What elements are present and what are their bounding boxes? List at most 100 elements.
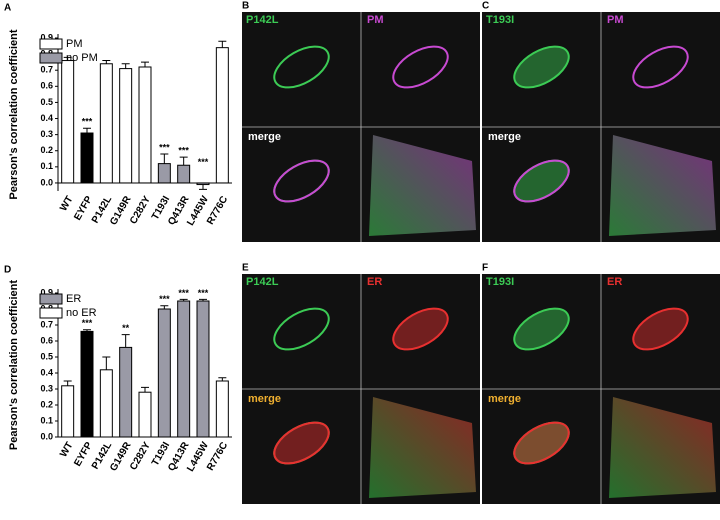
scatter-cloud: [609, 135, 716, 236]
image-grid: [482, 12, 720, 242]
legend-swatch: [39, 307, 63, 319]
image-grid: [242, 274, 480, 504]
channel-label: ER: [607, 276, 622, 288]
cell: [392, 45, 449, 89]
channel-label: T193I: [486, 14, 514, 26]
error-bar: [141, 61, 149, 67]
bar: [157, 163, 171, 184]
panel-letter: E: [242, 263, 249, 274]
significance-label: **: [122, 323, 130, 333]
channel-label: merge: [488, 131, 521, 143]
bar: [138, 391, 152, 438]
error-bar: [63, 380, 72, 386]
y-axis-label: Pearson's correlation coefficient: [8, 29, 20, 199]
legend-swatch: [39, 38, 63, 50]
channel-label: PM: [367, 14, 384, 26]
legend-swatch: [39, 293, 63, 305]
cell: [513, 45, 570, 89]
y-tick-label: 0.7: [40, 319, 53, 329]
y-tick-label: 0.6: [40, 81, 53, 91]
panel-letter: C: [482, 1, 489, 12]
error-bar: [121, 63, 130, 69]
y-tick-label: 0.3: [40, 383, 53, 393]
significance-label: ***: [198, 157, 209, 167]
bar: [196, 300, 210, 438]
cell: [513, 421, 570, 465]
cell: [273, 45, 330, 89]
legend-label: no ER: [66, 307, 97, 319]
y-tick-label: 0.2: [40, 399, 53, 409]
error-bar: [102, 60, 111, 64]
x-tick-label: WT: [58, 194, 75, 213]
cell: [273, 307, 330, 351]
bar: [99, 63, 113, 184]
channel-label: P142L: [246, 14, 279, 26]
channel-label: ER: [367, 276, 382, 288]
y-tick-label: 0.9: [40, 32, 53, 42]
channel-label: T193I: [486, 276, 514, 288]
legend-label: no PM: [66, 52, 98, 64]
y-tick-label: 0.7: [40, 65, 53, 75]
y-tick-label: 0.6: [40, 335, 53, 345]
error-bar: [63, 56, 72, 61]
bar: [196, 182, 210, 186]
error-bar: [179, 156, 188, 166]
y-tick-label: 0.5: [40, 97, 53, 107]
bar: [215, 47, 229, 184]
bar: [80, 132, 94, 184]
bar: [177, 300, 191, 438]
y-tick-label: 0.5: [40, 351, 53, 361]
significance-label: ***: [82, 318, 93, 328]
cell: [632, 307, 689, 351]
channel-label: merge: [248, 393, 281, 405]
error-bar: [218, 377, 227, 381]
significance-label: ***: [159, 294, 170, 304]
cell: [392, 307, 449, 351]
bar: [119, 346, 133, 438]
y-tick-label: 0.1: [40, 415, 53, 425]
cell: [513, 159, 570, 203]
x-tick-label: WT: [58, 440, 75, 459]
image-grid: [482, 274, 720, 504]
y-axis-label: Pearson's correlation coefficient: [8, 280, 20, 450]
channel-label: PM: [607, 14, 624, 26]
panel-letter: F: [482, 263, 488, 274]
significance-label: ***: [82, 117, 93, 127]
cell: [513, 307, 570, 351]
error-bar: [141, 386, 149, 393]
significance-label: ***: [178, 288, 189, 298]
channel-label: merge: [488, 393, 521, 405]
y-tick-label: 0.1: [40, 161, 53, 171]
y-tick-label: 0.3: [40, 129, 53, 139]
error-bar: [160, 305, 169, 309]
legend-label: ER: [66, 293, 81, 305]
significance-label: ***: [159, 142, 170, 152]
panel-letter: D: [4, 265, 11, 276]
error-bar: [102, 356, 111, 370]
channel-label: merge: [248, 131, 281, 143]
bar: [215, 380, 229, 438]
y-tick-label: 0.2: [40, 145, 53, 155]
cell: [273, 159, 330, 203]
y-tick-label: 0.0: [40, 431, 53, 441]
error-bar: [83, 127, 91, 134]
legend-label: PM: [66, 38, 83, 50]
bar: [61, 60, 75, 184]
panel-letter: A: [4, 3, 11, 14]
error-bar: [160, 153, 169, 164]
significance-label: ***: [198, 288, 209, 298]
bar: [61, 385, 75, 438]
error-bar: [199, 298, 207, 301]
scatter-cloud: [609, 397, 716, 498]
legend-swatch: [39, 52, 63, 64]
cell: [273, 421, 330, 465]
y-tick-label: 0.4: [40, 113, 53, 123]
bar: [99, 369, 113, 438]
bar: [119, 68, 133, 184]
bar: [157, 308, 171, 438]
error-bar: [83, 329, 91, 332]
y-tick-label: 0.0: [40, 177, 53, 187]
panel-letter: B: [242, 1, 249, 12]
image-grid: [242, 12, 480, 242]
